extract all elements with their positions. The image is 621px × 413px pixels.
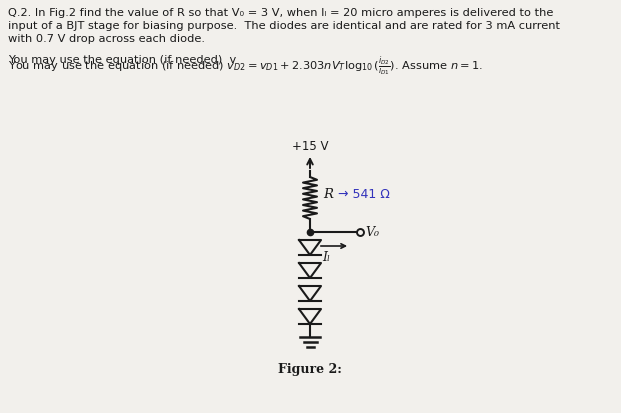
Text: input of a BJT stage for biasing purpose.  The diodes are identical and are rate: input of a BJT stage for biasing purpose… <box>8 21 560 31</box>
Text: Figure 2:: Figure 2: <box>278 362 342 375</box>
Text: You may use the equation (if needed) $v_{D2} = v_{D1} + 2.303nV_T \log_{10}(\fra: You may use the equation (if needed) $v_… <box>8 55 483 79</box>
Text: Q.2. In Fig.2 find the value of R so that V₀ = 3 V, when Iₗ = 20 micro amperes i: Q.2. In Fig.2 find the value of R so tha… <box>8 8 553 18</box>
Text: R: R <box>323 188 333 201</box>
Text: Iₗ: Iₗ <box>322 250 330 263</box>
Text: +15 V: +15 V <box>292 140 329 153</box>
Text: V₀: V₀ <box>365 226 379 239</box>
Text: → 541 Ω: → 541 Ω <box>338 188 390 201</box>
Text: You may use the equation (if needed)  v: You may use the equation (if needed) v <box>8 55 236 65</box>
Text: with 0.7 V drop across each diode.: with 0.7 V drop across each diode. <box>8 34 205 44</box>
